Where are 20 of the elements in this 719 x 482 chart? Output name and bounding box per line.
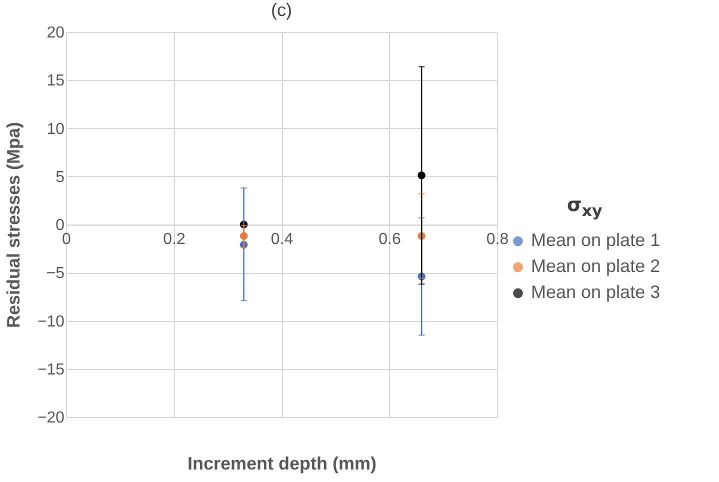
legend-label: Mean on plate 2 (531, 256, 660, 276)
x-tick-label: 0.6 (378, 231, 401, 248)
y-tick-label: −5 (46, 265, 65, 282)
x-axis-title: Increment depth (mm) (187, 454, 377, 474)
legend-label: Mean on plate 3 (531, 282, 660, 302)
y-tick-label: −10 (37, 313, 65, 330)
chart-title: (c) (271, 0, 292, 20)
x-tick-label: 0.8 (486, 231, 509, 248)
legend-label: Mean on plate 1 (531, 230, 660, 250)
y-tick-label: −15 (37, 361, 65, 378)
x-tick-label: 0.4 (270, 231, 294, 248)
y-tick-label: 5 (56, 168, 65, 186)
y-tick-label: 15 (46, 72, 65, 90)
y-tick-label: 20 (46, 24, 65, 42)
x-tick-label: 0.2 (163, 231, 186, 248)
y-tick-label: 0 (56, 217, 65, 234)
legend-title: σ$_{xy}$ (567, 194, 602, 220)
y-axis-title: Residual stresses (Mpa) (3, 122, 24, 328)
y-tick-label: 10 (46, 120, 65, 138)
y-tick-label: −20 (37, 410, 65, 426)
